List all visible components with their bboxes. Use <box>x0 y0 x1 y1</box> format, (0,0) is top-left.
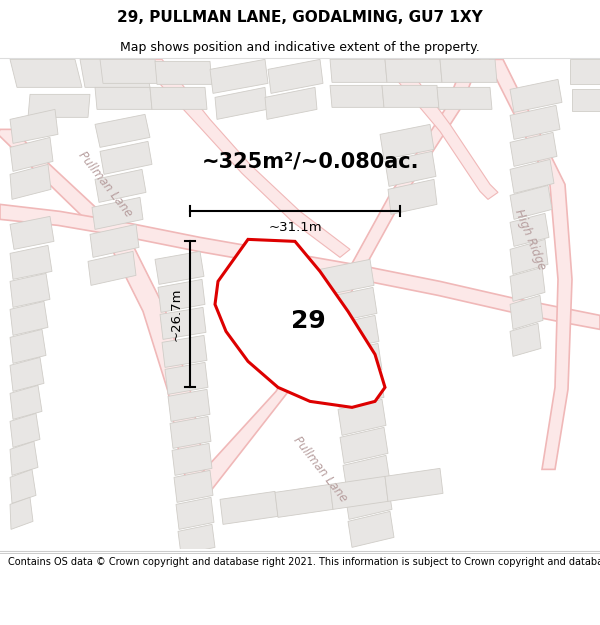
Polygon shape <box>95 114 150 148</box>
Polygon shape <box>275 484 333 518</box>
Polygon shape <box>140 59 350 258</box>
Polygon shape <box>95 169 146 202</box>
Polygon shape <box>437 88 492 109</box>
Polygon shape <box>170 416 211 448</box>
Polygon shape <box>330 476 388 509</box>
Polygon shape <box>10 498 33 529</box>
Polygon shape <box>155 251 204 284</box>
Polygon shape <box>265 88 317 119</box>
Polygon shape <box>268 59 323 93</box>
Polygon shape <box>28 94 90 118</box>
Polygon shape <box>382 86 439 107</box>
Polygon shape <box>174 471 213 502</box>
Polygon shape <box>335 371 384 408</box>
Text: High Ridge: High Ridge <box>512 207 548 272</box>
Polygon shape <box>510 239 548 274</box>
Text: ~26.7m: ~26.7m <box>170 288 182 341</box>
Polygon shape <box>215 239 385 408</box>
Polygon shape <box>330 86 384 107</box>
Polygon shape <box>10 357 44 391</box>
Polygon shape <box>0 129 208 494</box>
Text: Pullman Lane: Pullman Lane <box>76 149 134 220</box>
Polygon shape <box>332 343 382 379</box>
Polygon shape <box>330 59 387 82</box>
Polygon shape <box>92 198 143 229</box>
Text: 29: 29 <box>290 309 325 333</box>
Polygon shape <box>178 524 215 554</box>
Polygon shape <box>338 399 386 436</box>
Polygon shape <box>10 413 40 447</box>
Polygon shape <box>510 79 562 112</box>
Polygon shape <box>510 186 552 219</box>
Polygon shape <box>510 213 549 246</box>
Polygon shape <box>440 59 497 82</box>
Polygon shape <box>182 59 480 494</box>
Polygon shape <box>220 491 278 524</box>
Polygon shape <box>88 251 136 286</box>
Text: ~31.1m: ~31.1m <box>268 221 322 234</box>
Polygon shape <box>488 59 572 469</box>
Polygon shape <box>570 59 600 84</box>
Polygon shape <box>10 329 46 363</box>
Polygon shape <box>215 88 267 119</box>
Polygon shape <box>10 246 52 279</box>
Polygon shape <box>10 59 82 88</box>
Polygon shape <box>168 389 210 421</box>
Polygon shape <box>0 204 600 329</box>
Polygon shape <box>510 159 554 193</box>
Polygon shape <box>385 151 436 186</box>
Polygon shape <box>150 88 207 109</box>
Polygon shape <box>10 109 58 143</box>
Text: 29, PULLMAN LANE, GODALMING, GU7 1XY: 29, PULLMAN LANE, GODALMING, GU7 1XY <box>117 11 483 26</box>
Polygon shape <box>325 288 377 323</box>
Polygon shape <box>90 224 139 258</box>
Polygon shape <box>343 456 390 491</box>
Polygon shape <box>510 323 541 356</box>
Polygon shape <box>10 138 53 171</box>
Polygon shape <box>10 216 54 249</box>
Polygon shape <box>176 498 214 529</box>
Polygon shape <box>510 296 543 329</box>
Polygon shape <box>572 89 600 111</box>
Polygon shape <box>348 511 394 548</box>
Text: Pullman Lane: Pullman Lane <box>290 434 350 505</box>
Polygon shape <box>80 59 150 88</box>
Polygon shape <box>10 469 36 503</box>
Polygon shape <box>510 268 545 301</box>
Text: Contains OS data © Crown copyright and database right 2021. This information is : Contains OS data © Crown copyright and d… <box>8 557 600 567</box>
Polygon shape <box>162 336 207 367</box>
Polygon shape <box>10 301 48 336</box>
Polygon shape <box>510 132 557 166</box>
Polygon shape <box>158 279 205 312</box>
Polygon shape <box>10 164 51 199</box>
Polygon shape <box>100 141 152 174</box>
Polygon shape <box>10 273 50 308</box>
Polygon shape <box>385 468 443 501</box>
Polygon shape <box>95 88 152 109</box>
Polygon shape <box>320 259 374 296</box>
Polygon shape <box>510 106 560 139</box>
Polygon shape <box>345 483 392 519</box>
Polygon shape <box>388 179 437 214</box>
Polygon shape <box>10 441 38 476</box>
Polygon shape <box>385 59 442 82</box>
Polygon shape <box>155 61 212 84</box>
Polygon shape <box>328 316 379 351</box>
Polygon shape <box>380 124 434 159</box>
Polygon shape <box>172 443 212 476</box>
Polygon shape <box>160 308 206 339</box>
Polygon shape <box>100 59 158 83</box>
Polygon shape <box>340 428 388 463</box>
Text: Map shows position and indicative extent of the property.: Map shows position and indicative extent… <box>120 41 480 54</box>
Polygon shape <box>382 59 498 199</box>
Text: ~325m²/~0.080ac.: ~325m²/~0.080ac. <box>201 151 419 171</box>
Polygon shape <box>165 362 208 394</box>
Polygon shape <box>210 59 268 93</box>
Polygon shape <box>10 386 42 419</box>
